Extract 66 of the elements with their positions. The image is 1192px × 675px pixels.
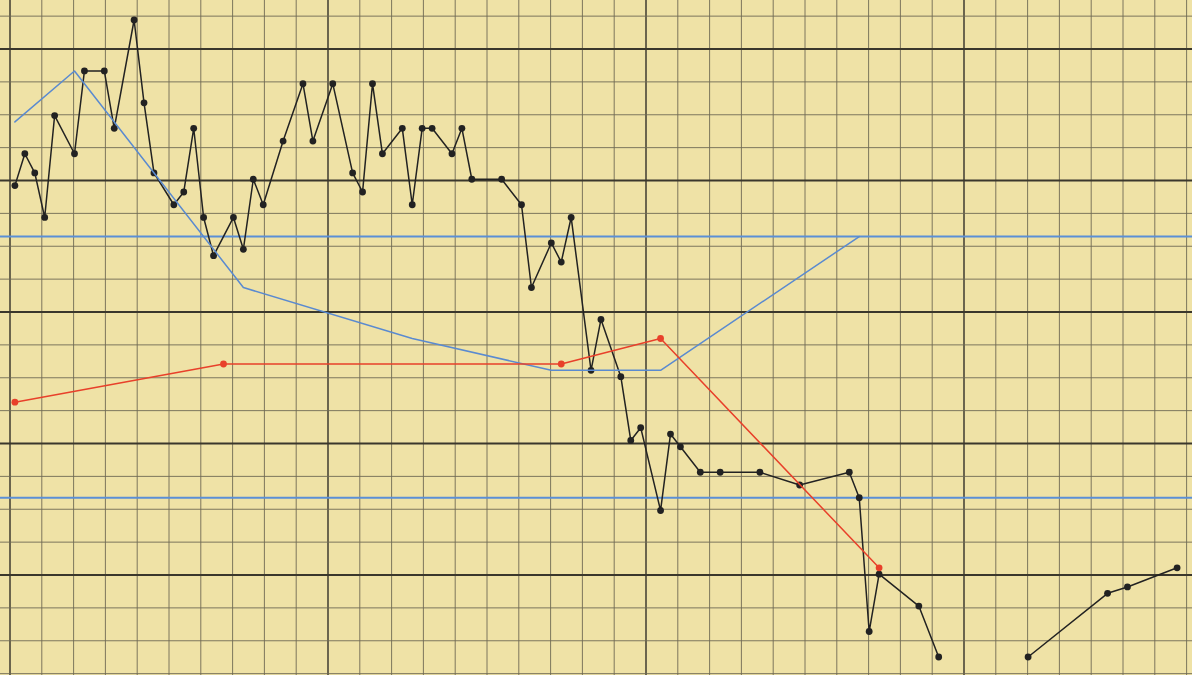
point	[230, 214, 237, 221]
point	[458, 124, 466, 132]
point	[617, 373, 625, 381]
point	[1124, 583, 1131, 591]
point	[1173, 564, 1181, 572]
point	[21, 150, 29, 158]
point	[657, 507, 664, 514]
point	[677, 443, 684, 451]
point	[915, 602, 923, 610]
point	[220, 360, 227, 368]
point	[518, 201, 525, 209]
point	[667, 430, 674, 438]
point	[1024, 653, 1032, 661]
point	[279, 137, 287, 145]
point	[41, 214, 49, 221]
point	[716, 468, 724, 476]
point	[100, 67, 108, 75]
point	[597, 315, 605, 323]
point	[756, 468, 764, 476]
point	[170, 201, 178, 209]
point	[71, 150, 78, 158]
point	[299, 80, 307, 88]
point	[845, 468, 853, 476]
point	[130, 16, 138, 24]
point	[468, 175, 476, 183]
point	[11, 182, 19, 190]
point	[408, 201, 416, 209]
point	[249, 175, 257, 183]
point	[190, 124, 198, 132]
point	[329, 80, 337, 88]
point	[359, 188, 366, 196]
point	[369, 80, 376, 88]
point	[140, 99, 148, 107]
point	[855, 494, 863, 502]
point	[637, 424, 645, 432]
point	[935, 653, 943, 661]
point	[428, 124, 436, 132]
point	[210, 252, 217, 260]
point	[875, 564, 883, 572]
point	[239, 245, 247, 253]
point	[349, 169, 357, 177]
point	[1104, 589, 1111, 597]
point	[398, 124, 406, 132]
point	[657, 335, 664, 342]
point	[110, 124, 118, 132]
point	[865, 628, 873, 635]
point	[696, 468, 704, 476]
point	[627, 437, 635, 444]
point	[11, 398, 19, 406]
point	[528, 284, 535, 291]
point	[567, 214, 575, 221]
point	[200, 214, 208, 221]
point	[51, 112, 59, 119]
point	[81, 67, 88, 75]
point	[875, 570, 883, 578]
point	[180, 188, 188, 196]
point	[379, 150, 386, 158]
point	[557, 258, 565, 266]
point	[557, 360, 565, 368]
point	[448, 150, 456, 158]
point	[309, 137, 317, 145]
point	[498, 175, 506, 183]
point	[259, 201, 267, 209]
point	[547, 239, 555, 247]
point	[31, 169, 39, 177]
point	[418, 124, 426, 132]
